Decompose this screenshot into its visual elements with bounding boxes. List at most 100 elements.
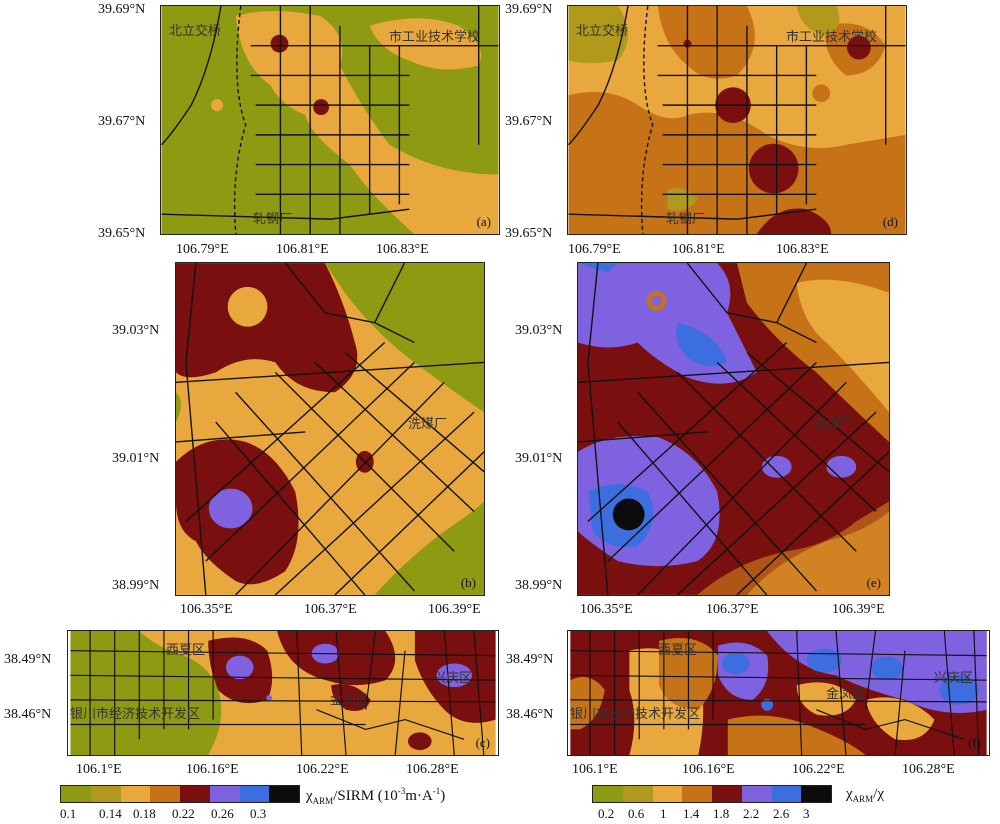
map-panel-f: 西夏区 金凤区 兴庆区 银川市经济技术开发区 (f) <box>567 630 990 756</box>
legend-left-tick: 0.3 <box>250 806 267 821</box>
legend-left-swatch-1 <box>90 786 121 802</box>
lon-tick-b-2: 106.39°E <box>428 602 481 617</box>
legend-right-tick: 1.8 <box>713 806 730 821</box>
legend-right-tick: 2.6 <box>773 806 790 821</box>
map-panel-a: 北立交桥 市工业技术学校 轧钢厂 (a) <box>160 5 500 235</box>
lon-tick-f-1: 106.16°E <box>682 762 735 777</box>
legend-right-tick: 3 <box>803 806 810 821</box>
lat-tick-b-2: 38.99°N <box>112 578 160 593</box>
legend-left-swatch-2 <box>120 786 151 802</box>
legend-right-swatch-7 <box>801 786 831 802</box>
place-label-f-3: 银川市经济技术开发区 <box>570 707 701 722</box>
place-label-c-0: 西夏区 <box>166 643 206 658</box>
lon-tick-d-1: 106.81°E <box>672 242 725 257</box>
map-panel-d: 北立交桥 市工业技术学校 轧钢厂 (d) <box>567 5 907 235</box>
legend-right-tick: 0.6 <box>628 806 645 821</box>
place-label-c-1: 金凤区 <box>330 693 370 708</box>
legend-right-swatch-3 <box>682 786 712 802</box>
panel-label-c: (c) <box>475 735 490 750</box>
lat-tick-e-0: 39.03°N <box>515 323 563 338</box>
lat-tick-d-2: 39.65°N <box>505 226 553 241</box>
legend-right-swatch-4 <box>712 786 742 802</box>
map-e-graphic <box>578 263 889 595</box>
lat-tick-c-1: 38.46°N <box>4 707 52 722</box>
map-a-graphic <box>161 6 499 234</box>
place-label-c-3: 银川市经济技术开发区 <box>70 707 201 722</box>
lon-tick-c-0: 106.1°E <box>76 762 122 777</box>
lat-tick-e-2: 38.99°N <box>515 578 563 593</box>
legend-left-title: χARM/SIRM (10-3m·A-1) <box>306 786 446 806</box>
legend-right-swatch-5 <box>741 786 772 802</box>
legend-left-swatch-5 <box>209 786 240 802</box>
place-label-a-0: 北立交桥 <box>169 24 222 39</box>
panel-label-a: (a) <box>476 214 491 229</box>
lon-tick-a-1: 106.81°E <box>276 242 329 257</box>
legend-left-swatch-7 <box>269 786 299 802</box>
panel-label-d: (d) <box>882 214 898 229</box>
legend-right-colorbar <box>592 785 832 803</box>
legend-left-swatch-0 <box>61 786 91 802</box>
place-label-e-0: 洗煤厂 <box>814 417 854 432</box>
lat-tick-b-1: 39.01°N <box>112 451 160 466</box>
panel-label-f: (f) <box>968 735 981 750</box>
lon-tick-f-0: 106.1°E <box>572 762 618 777</box>
legend-right-title: χARM/χ <box>846 786 885 804</box>
place-label-a-1: 市工业技术学校 <box>389 30 481 45</box>
lat-tick-a-0: 39.69°N <box>98 2 146 17</box>
place-label-c-2: 兴庆区 <box>433 671 473 686</box>
place-label-f-0: 西夏区 <box>658 643 698 658</box>
lon-tick-a-2: 106.83°E <box>376 242 429 257</box>
map-f-graphic <box>570 631 987 755</box>
lon-tick-d-2: 106.83°E <box>776 242 829 257</box>
lat-tick-b-0: 39.03°N <box>112 323 160 338</box>
lon-tick-e-2: 106.39°E <box>832 602 885 617</box>
legend-left-swatch-4 <box>180 786 210 802</box>
lat-tick-a-1: 39.67°N <box>98 114 146 129</box>
legend-left-tick: 0.1 <box>60 806 77 821</box>
lon-tick-a-0: 106.79°E <box>176 242 229 257</box>
map-c-graphic <box>70 631 496 755</box>
lat-tick-a-2: 39.65°N <box>98 226 146 241</box>
legend-right-tick: 1.4 <box>683 806 700 821</box>
lon-tick-e-1: 106.37°E <box>706 602 759 617</box>
legend-right-swatch-2 <box>652 786 683 802</box>
lat-tick-d-1: 39.67°N <box>505 114 553 129</box>
place-label-d-0: 北立交桥 <box>576 24 629 39</box>
lon-tick-f-3: 106.28°E <box>902 762 955 777</box>
legend-right-swatch-1 <box>622 786 653 802</box>
place-label-f-2: 兴庆区 <box>934 671 974 686</box>
legend-left-tick: 0.14 <box>99 806 122 821</box>
lon-tick-c-2: 106.22°E <box>296 762 349 777</box>
lon-tick-d-0: 106.79°E <box>568 242 621 257</box>
lat-tick-c-0: 38.49°N <box>4 652 52 667</box>
legend-right-tick: 0.2 <box>598 806 615 821</box>
map-d-graphic <box>568 6 906 234</box>
map-panel-c: 西夏区 金凤区 兴庆区 银川市经济技术开发区 (c) <box>67 630 499 756</box>
lat-tick-f-1: 38.46°N <box>506 707 554 722</box>
map-panel-b: 洗煤厂 (b) <box>175 262 485 596</box>
legend-left-swatch-6 <box>239 786 270 802</box>
lon-tick-e-0: 106.35°E <box>580 602 633 617</box>
place-label-b-0: 洗煤厂 <box>408 417 448 432</box>
lat-tick-f-0: 38.49°N <box>506 652 554 667</box>
legend-right-tick: 2.2 <box>743 806 760 821</box>
place-label-f-1: 金凤区 <box>826 687 866 702</box>
legend-left-tick: 0.26 <box>211 806 234 821</box>
legend-left-colorbar <box>60 785 300 803</box>
place-label-d-1: 市工业技术学校 <box>786 30 878 45</box>
legend-right-tick: 1 <box>660 806 667 821</box>
place-label-a-2: 轧钢厂 <box>253 212 293 227</box>
lat-tick-d-0: 39.69°N <box>505 2 553 17</box>
legend-left-tick: 0.18 <box>133 806 156 821</box>
lon-tick-c-3: 106.28°E <box>406 762 459 777</box>
map-panel-e: 洗煤厂 (e) <box>577 262 890 596</box>
panel-label-e: (e) <box>866 575 881 590</box>
lon-tick-f-2: 106.22°E <box>792 762 845 777</box>
lon-tick-c-1: 106.16°E <box>186 762 239 777</box>
legend-right-swatch-6 <box>771 786 802 802</box>
legend-left-swatch-3 <box>150 786 180 802</box>
legend-left-tick: 0.22 <box>172 806 195 821</box>
place-label-d-2: 轧钢厂 <box>666 212 706 227</box>
lon-tick-b-1: 106.37°E <box>304 602 357 617</box>
lon-tick-b-0: 106.35°E <box>180 602 233 617</box>
